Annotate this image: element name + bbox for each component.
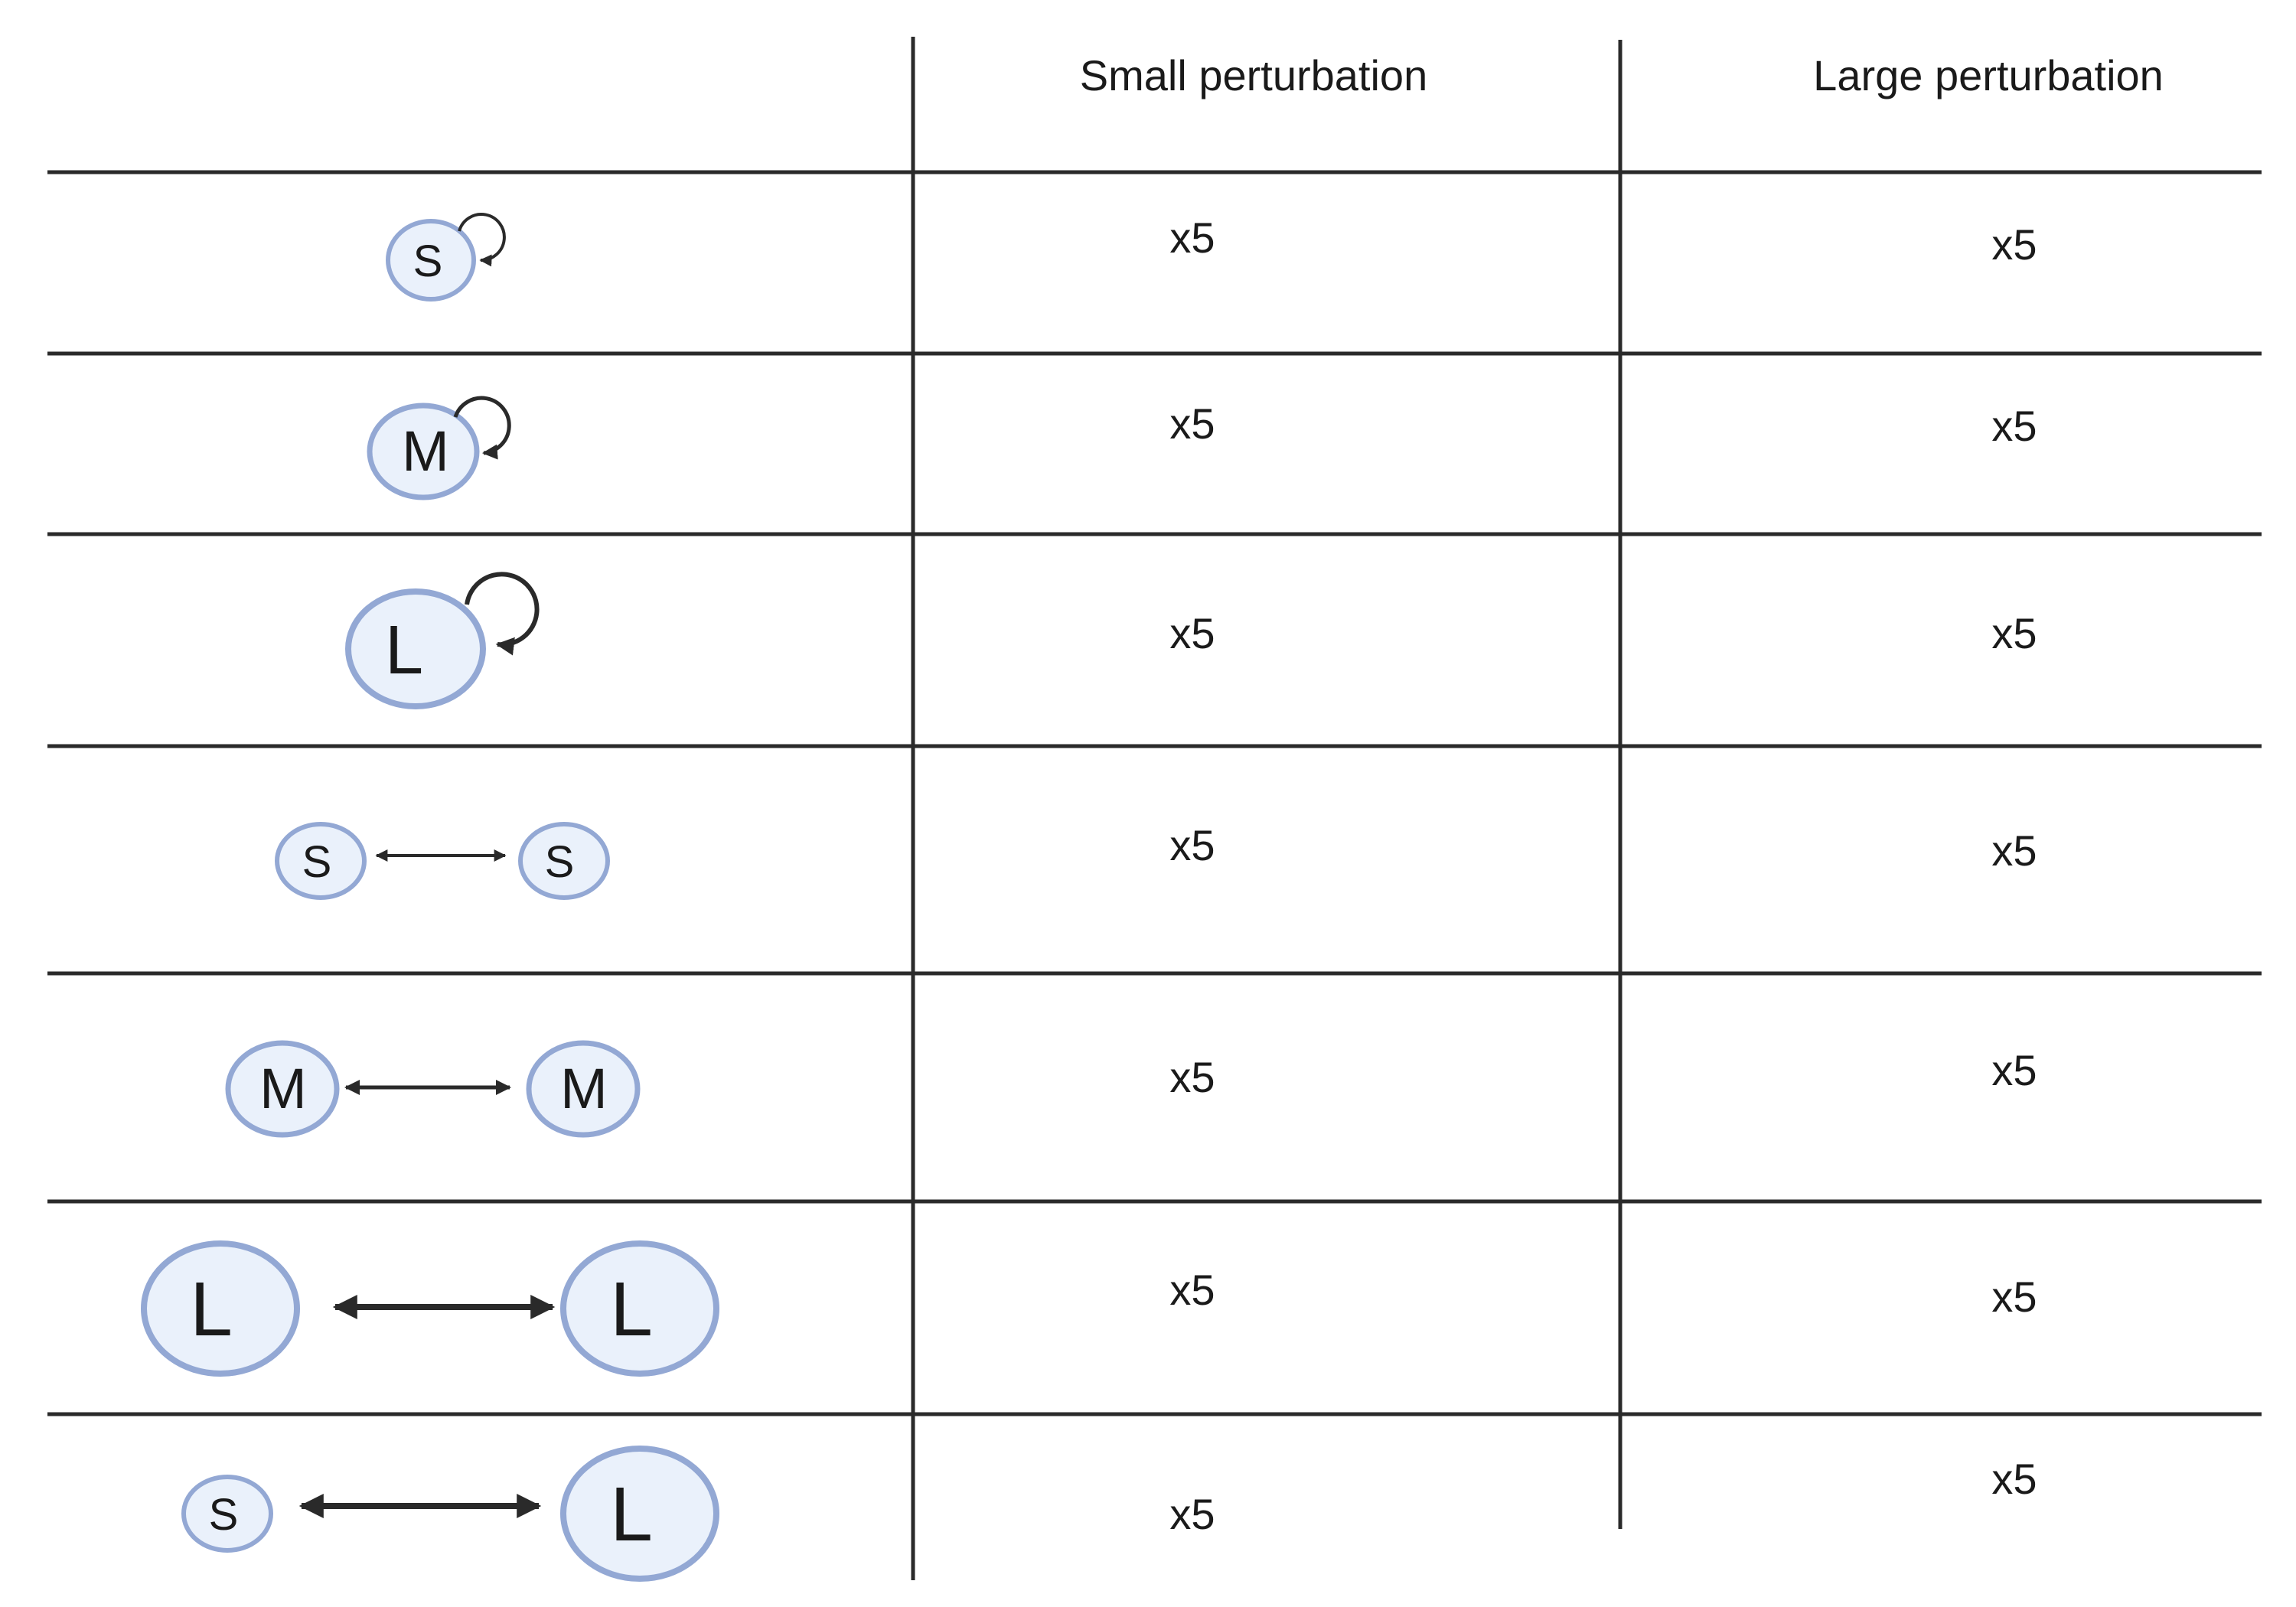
- node-label: L: [190, 1266, 233, 1352]
- row-m-m: M M x5 x5: [225, 1040, 2037, 1138]
- row-m-self: M x5 x5: [367, 396, 2037, 500]
- cell-large: x5: [1991, 1046, 2037, 1094]
- node-circle: [225, 1040, 340, 1138]
- cell-large: x5: [1991, 826, 2037, 875]
- node-circle: [560, 1446, 719, 1582]
- cell-large: x5: [1991, 1455, 2037, 1503]
- row-s-l: S L x5 x5: [181, 1446, 2037, 1582]
- cell-small: x5: [1169, 1053, 1215, 1101]
- node-label: S: [209, 1490, 239, 1540]
- node-circle: [518, 822, 610, 900]
- cell-large: x5: [1991, 220, 2037, 269]
- cell-small: x5: [1169, 1266, 1215, 1314]
- node-circle: [141, 1240, 300, 1377]
- self-loop-arrow-icon: [458, 213, 506, 267]
- node-label: M: [560, 1057, 608, 1120]
- node-circle: [181, 1475, 273, 1553]
- node-circle: [345, 588, 486, 709]
- cell-small: x5: [1169, 214, 1215, 262]
- node-circle: [367, 403, 480, 500]
- node-circle: [560, 1240, 719, 1377]
- node-circle: [386, 219, 476, 302]
- column-header-large: Large perturbation: [1813, 51, 2164, 99]
- cell-large: x5: [1991, 1273, 2037, 1321]
- cell-large: x5: [1991, 402, 2037, 450]
- self-loop-arrow-icon: [465, 572, 540, 656]
- node-label: S: [413, 236, 443, 286]
- node-label: S: [302, 837, 332, 887]
- node-label: L: [610, 1472, 653, 1557]
- node-circle: [275, 822, 367, 900]
- self-loop-arrow-icon: [453, 396, 511, 460]
- cell-large: x5: [1991, 609, 2037, 657]
- row-l-self: L x5 x5: [345, 572, 2037, 709]
- cell-small: x5: [1169, 399, 1215, 448]
- node-label: S: [545, 837, 575, 887]
- table-grid: [47, 37, 2262, 1580]
- node-circle: [526, 1040, 641, 1138]
- node-label: M: [259, 1057, 307, 1120]
- node-label: L: [610, 1266, 653, 1352]
- column-header-small: Small perturbation: [1080, 51, 1427, 99]
- row-s-self: S x5 x5: [386, 213, 2037, 302]
- cell-small: x5: [1169, 821, 1215, 869]
- node-label: M: [402, 419, 449, 483]
- cell-small: x5: [1169, 609, 1215, 657]
- row-s-s: S S x5 x5: [275, 821, 2037, 900]
- node-label: L: [385, 612, 423, 689]
- cell-small: x5: [1169, 1490, 1215, 1538]
- row-l-l: L L x5 x5: [141, 1240, 2037, 1377]
